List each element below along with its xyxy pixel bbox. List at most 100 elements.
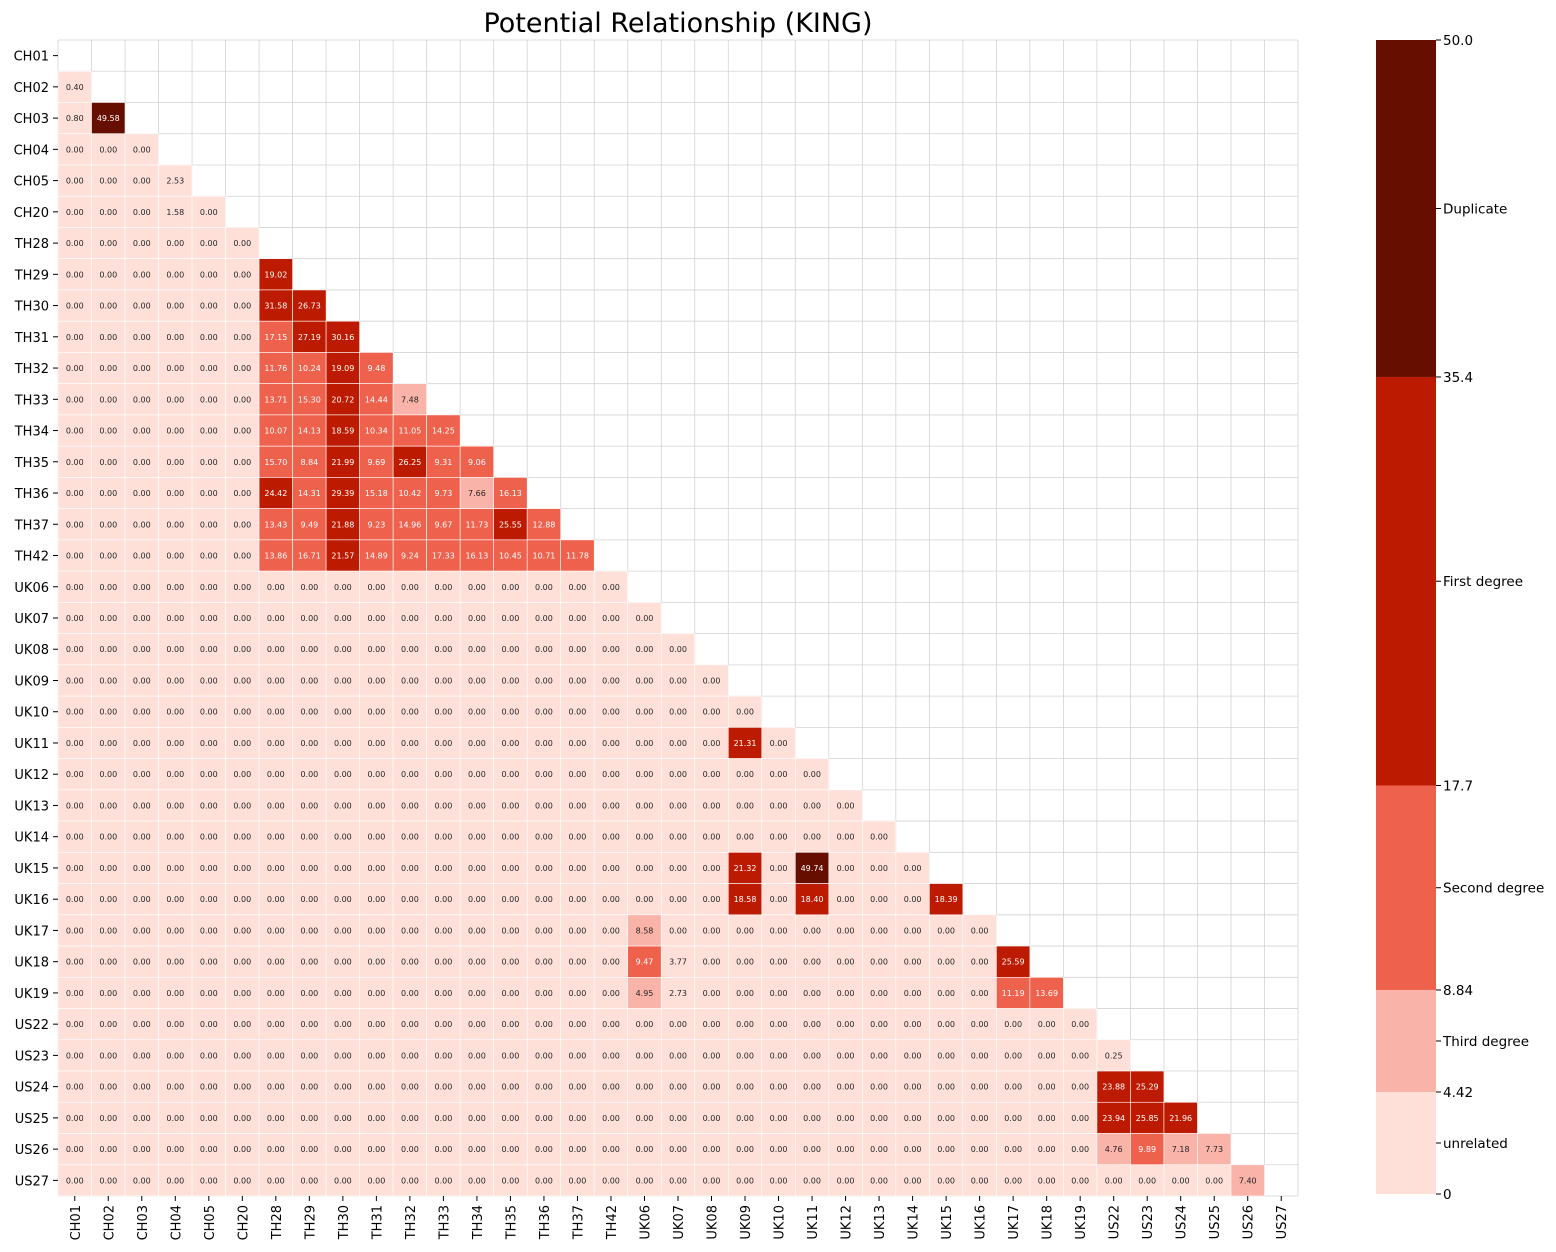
cell-value-label: 0.00 <box>770 1051 788 1060</box>
cell-value-label: 0.00 <box>468 1176 486 1185</box>
x-tick-label: TH33 <box>437 1205 452 1240</box>
cell-value-label: 0.00 <box>602 833 620 842</box>
heatmap-cell <box>258 570 293 603</box>
heatmap-cell <box>359 1164 394 1197</box>
cell-value-label: 0.00 <box>937 1145 955 1154</box>
cell-value-label: 0.00 <box>166 552 184 561</box>
heatmap-cell <box>124 164 159 197</box>
heatmap-cell <box>929 914 964 947</box>
cell-value-label: 0.00 <box>669 1051 687 1060</box>
heatmap-cell <box>124 508 159 541</box>
heatmap-cell <box>1063 1164 1098 1197</box>
y-tick-label: TH34 <box>14 425 49 440</box>
heatmap-cell <box>225 445 260 478</box>
heatmap-cell <box>459 695 494 728</box>
cell-value-label: 0.00 <box>267 833 285 842</box>
y-tick-label: TH37 <box>14 518 49 533</box>
heatmap-cell <box>459 789 494 822</box>
cell-value-label: 0.00 <box>66 520 84 529</box>
heatmap-cell <box>929 1164 964 1197</box>
cell-value-label: 7.18 <box>1172 1145 1190 1154</box>
heatmap-cell <box>57 695 92 728</box>
cell-value-label: 0.00 <box>535 833 553 842</box>
cell-value-label: 0.00 <box>233 270 251 279</box>
x-tick-label: UK09 <box>739 1205 754 1240</box>
cell-value-label: 0.00 <box>535 958 553 967</box>
x-tick-label: UK10 <box>773 1205 788 1240</box>
cell-value-label: 20.72 <box>331 395 354 404</box>
cell-value-label: 0.00 <box>535 864 553 873</box>
heatmap-cell <box>593 1164 629 1197</box>
heatmap-cell <box>493 789 528 822</box>
cell-value-label: 0.00 <box>200 333 218 342</box>
cell-value-label: 21.31 <box>734 739 757 748</box>
cell-value-label: 11.19 <box>1002 989 1025 998</box>
cell-value-label: 0.00 <box>367 833 385 842</box>
cell-value-label: 0.00 <box>502 801 520 810</box>
cell-value-label: 15.30 <box>298 395 321 404</box>
cell-value-label: 0.00 <box>535 801 553 810</box>
heatmap-cell <box>862 945 897 978</box>
cell-value-label: 0.00 <box>837 1176 855 1185</box>
cell-value-label: 0.00 <box>133 583 151 592</box>
cell-value-label: 0.00 <box>1004 1051 1022 1060</box>
cell-value-label: 0.00 <box>468 801 486 810</box>
cell-value-label: 0.00 <box>166 458 184 467</box>
cell-value-label: 0.00 <box>770 801 788 810</box>
heatmap-cell <box>962 1039 997 1072</box>
heatmap-cell <box>727 945 763 978</box>
cell-value-label: 0.00 <box>401 1176 419 1185</box>
cell-value-label: 0.00 <box>133 926 151 935</box>
heatmap-cell <box>325 820 360 853</box>
heatmap-cell <box>359 820 394 853</box>
heatmap-cell <box>91 883 126 916</box>
cell-value-label: 0.00 <box>870 1020 888 1029</box>
cell-value-label: 0.00 <box>99 458 117 467</box>
cell-value-label: 0.00 <box>334 1145 352 1154</box>
cell-value-label: 0.00 <box>200 458 218 467</box>
heatmap-cell <box>359 1039 394 1072</box>
heatmap-cell <box>526 695 562 728</box>
cell-value-label: 0.00 <box>267 676 285 685</box>
heatmap-cell <box>91 602 126 634</box>
heatmap-cell <box>325 320 360 353</box>
heatmap-cell <box>325 914 360 947</box>
heatmap-cell <box>593 820 629 853</box>
cell-value-label: 0.00 <box>401 864 419 873</box>
cell-value-label: 0.00 <box>66 583 84 592</box>
heatmap-cell <box>258 758 293 791</box>
cell-value-label: 0.00 <box>66 1083 84 1092</box>
chart-title: Potential Relationship (KING) <box>483 8 872 39</box>
heatmap-cell <box>761 1164 796 1197</box>
heatmap-cell <box>91 633 126 666</box>
cell-value-label: 0.00 <box>166 239 184 248</box>
cell-value-label: 0.00 <box>434 895 452 904</box>
cell-value-label: 0.00 <box>770 926 788 935</box>
cell-value-label: 0.00 <box>233 801 251 810</box>
heatmap-cell <box>158 383 193 416</box>
cell-value-label: 0.00 <box>736 1020 754 1029</box>
cell-value-label: 0.00 <box>468 895 486 904</box>
heatmap-cell <box>225 883 260 916</box>
cell-value-label: 0.00 <box>233 614 251 623</box>
cell-value-label: 0.00 <box>535 1051 553 1060</box>
heatmap-cell <box>359 539 394 572</box>
cell-value-label: 0.00 <box>736 833 754 842</box>
heatmap-cell <box>91 352 126 384</box>
cell-value-label: 0.00 <box>502 926 520 935</box>
cell-value-label: 0.00 <box>66 895 84 904</box>
cell-value-label: 11.76 <box>264 364 287 373</box>
cell-value-label: 0.00 <box>233 708 251 717</box>
cell-value-label: 0.00 <box>602 645 620 654</box>
heatmap-cell <box>660 1070 696 1103</box>
heatmap-cell <box>158 758 193 791</box>
heatmap-cell <box>225 1008 260 1041</box>
heatmap-cell <box>1130 1101 1165 1134</box>
heatmap-cell <box>426 883 461 916</box>
heatmap-cell <box>258 445 293 478</box>
heatmap-cell <box>124 664 159 697</box>
cell-value-label: 0.00 <box>66 801 84 810</box>
cell-value-label: 0.00 <box>1038 1020 1056 1029</box>
heatmap-cell <box>426 914 461 947</box>
heatmap-cell <box>526 758 562 791</box>
